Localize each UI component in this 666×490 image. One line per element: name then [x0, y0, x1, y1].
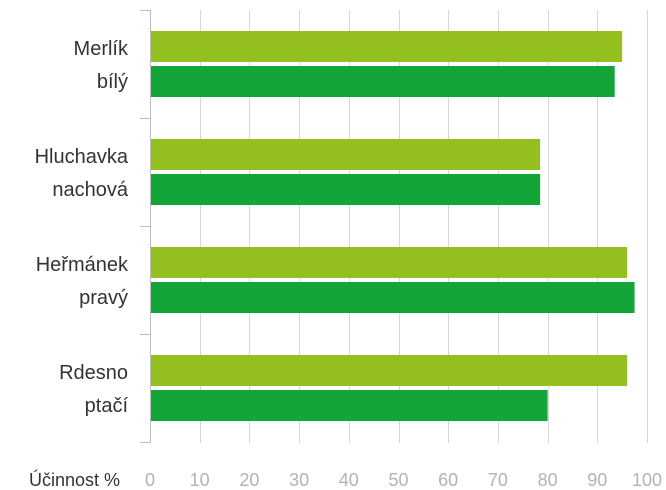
x-tick-labels: 0 10 20 30 40 50 60 70 80 90 100: [145, 470, 662, 490]
x-tick-label: 20: [239, 470, 259, 490]
x-tick-label: 60: [438, 470, 458, 490]
category-label: Merlík bílý: [74, 38, 129, 93]
x-tick-label: 0: [145, 470, 155, 490]
bar: [151, 247, 628, 278]
category-label: Rdesno ptačí: [59, 362, 128, 417]
bars: [151, 31, 635, 421]
x-tick-label: 90: [587, 470, 607, 490]
x-tick-label: 70: [488, 470, 508, 490]
x-tick-label: 80: [538, 470, 558, 490]
bar: [151, 174, 541, 205]
category-labels: Merlík bílý Hluchavka nachová Heřmánek pravý R…: [35, 38, 129, 417]
bar: [151, 31, 623, 62]
x-tick-label: 50: [388, 470, 408, 490]
bar: [151, 66, 615, 97]
x-tick-label: 30: [289, 470, 309, 490]
x-tick-label: 40: [339, 470, 359, 490]
bar: [151, 390, 548, 421]
x-axis-title: Účinnost %: [29, 469, 120, 490]
x-tick-label: 100: [632, 470, 662, 490]
x-tick-label: 10: [190, 470, 210, 490]
bar: [151, 282, 635, 313]
category-label: Heřmánek pravý: [36, 254, 129, 309]
bar: [151, 355, 628, 386]
bar: [151, 139, 541, 170]
category-label: Hluchavka nachová: [35, 146, 129, 201]
